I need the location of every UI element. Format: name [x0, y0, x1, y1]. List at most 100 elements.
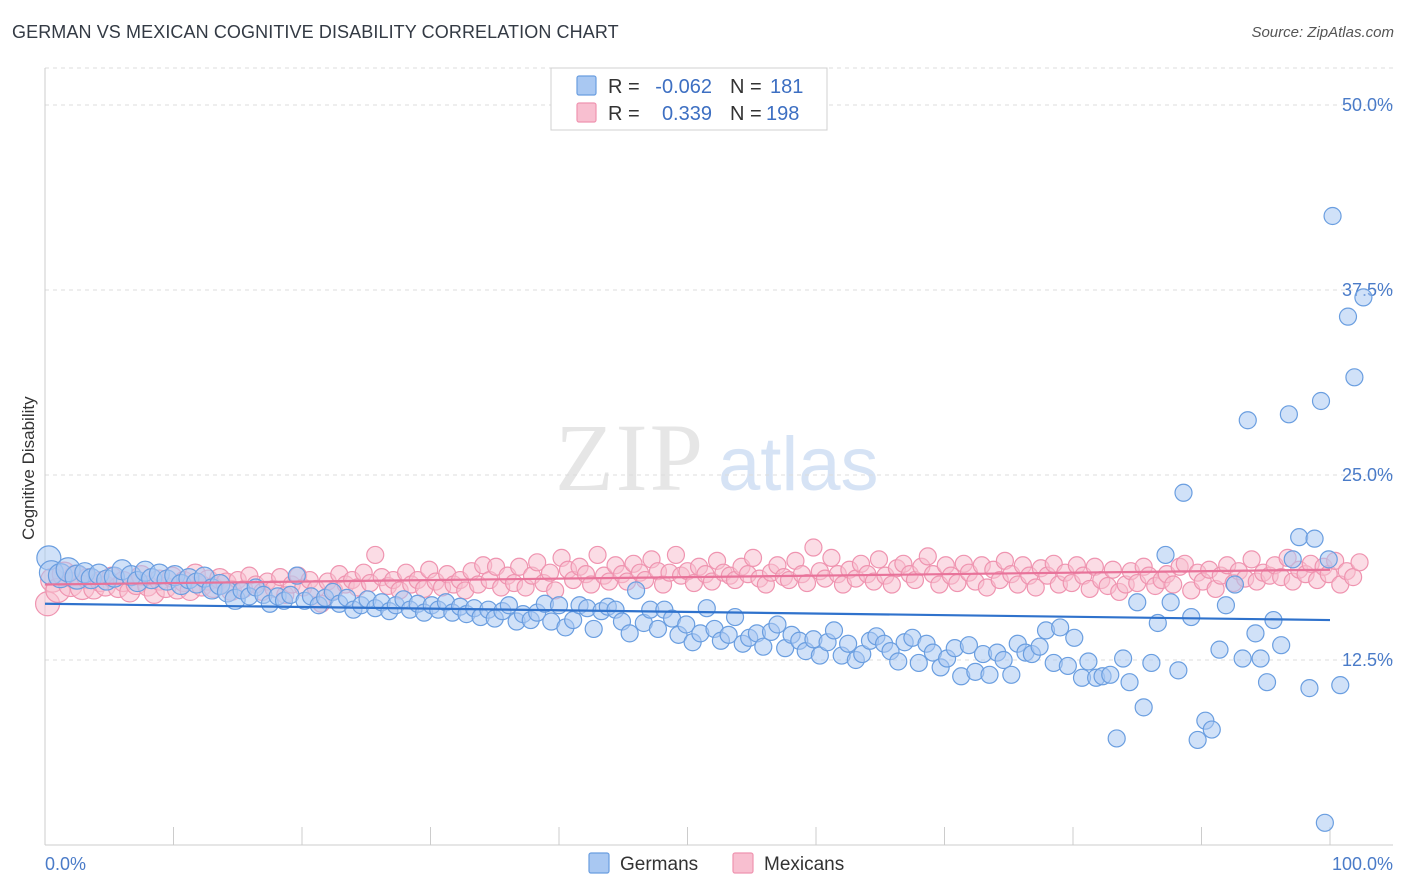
point-germans: [824, 621, 844, 640]
point-mexicans: [743, 548, 763, 567]
point-germans: [1065, 628, 1084, 647]
point-germans: [1319, 550, 1338, 569]
bottom-legend-germans-label: Germans: [620, 854, 698, 875]
bottom-legend-mexicans-label: Mexicans: [764, 854, 844, 875]
stats-legend: R = -0.062 N = 181 R = 0.339 N = 198: [550, 67, 828, 131]
point-germans: [1338, 307, 1358, 326]
point-germans: [1202, 720, 1221, 739]
point-germans: [1128, 593, 1147, 612]
point-germans: [1300, 679, 1319, 698]
point-germans: [1188, 730, 1207, 750]
point-germans: [287, 566, 306, 585]
point-germans: [1305, 529, 1324, 548]
point-germans: [1354, 288, 1373, 307]
point-germans: [719, 625, 738, 644]
point-mexicans: [588, 545, 607, 565]
point-germans: [620, 624, 639, 643]
point-germans: [1246, 624, 1265, 643]
point-germans: [1174, 483, 1193, 502]
point-germans: [697, 599, 716, 618]
point-germans: [768, 615, 787, 634]
legend-germans-r-label: R =: [608, 76, 640, 98]
point-germans: [1238, 411, 1257, 430]
point-germans: [1156, 545, 1175, 565]
point-germans: [1051, 618, 1070, 637]
point-germans: [725, 607, 745, 627]
point-germans: [1107, 729, 1126, 748]
point-germans: [1323, 206, 1342, 226]
point-germans: [994, 650, 1013, 670]
legend-mexicans-n-label: N =: [730, 103, 762, 125]
point-germans: [909, 653, 928, 673]
point-germans: [889, 652, 908, 671]
point-germans: [1345, 368, 1364, 387]
legend-mexicans-n-value: 198: [766, 103, 799, 125]
point-mexicans: [540, 563, 560, 582]
point-mexicans: [1026, 578, 1045, 597]
point-germans: [1251, 649, 1270, 668]
point-mexicans: [918, 547, 937, 566]
point-germans: [980, 665, 999, 684]
point-germans: [1079, 652, 1098, 671]
point-germans: [626, 581, 646, 600]
point-germans: [1210, 640, 1229, 659]
point-germans: [677, 615, 696, 634]
point-germans: [584, 619, 603, 639]
series-legend: Germans Mexicans: [588, 852, 844, 875]
point-germans: [959, 636, 979, 655]
legend-mexicans-r-value: 0.339: [662, 103, 712, 125]
point-germans: [1283, 550, 1302, 569]
point-germans: [1225, 575, 1245, 594]
trend-line-germans: [44, 602, 1331, 622]
legend-swatch-mexicans: [576, 102, 597, 123]
trend-line-mexicans: [44, 568, 1331, 586]
legend-swatch-germans: [576, 75, 597, 96]
point-germans: [1030, 637, 1049, 656]
x-tick-label-max: 100.0%: [1332, 854, 1393, 874]
point-germans: [1182, 607, 1201, 627]
point-germans: [1169, 661, 1188, 680]
legend-germans-r-value: -0.062: [655, 76, 712, 98]
point-mexicans: [1103, 560, 1122, 579]
point-germans: [1279, 405, 1298, 424]
point-germans: [1058, 656, 1077, 676]
point-germans: [1114, 649, 1133, 668]
watermark-atlas: atlas: [718, 422, 879, 507]
point-germans: [1134, 698, 1153, 717]
point-germans: [1002, 665, 1021, 684]
legend-germans-n-value: 181: [770, 76, 803, 98]
point-mexicans: [822, 548, 841, 567]
bottom-legend-swatch-mexicans: [732, 852, 754, 874]
point-germans: [1331, 676, 1350, 695]
point-mexicans: [797, 573, 817, 593]
point-mexicans: [804, 538, 823, 557]
point-mexicans: [882, 575, 901, 594]
point-germans: [1161, 593, 1180, 612]
point-mexicans: [528, 553, 547, 572]
point-germans: [839, 634, 858, 653]
y-tick-label: 25.0%: [1342, 465, 1393, 485]
point-germans: [1257, 673, 1277, 692]
source-label: Source: ZipAtlas.com: [1251, 24, 1394, 41]
point-mexicans: [1164, 575, 1183, 594]
point-germans: [1216, 596, 1236, 615]
watermark-zip: ZIP: [555, 404, 705, 511]
y-tick-label: 12.5%: [1342, 650, 1393, 670]
point-germans: [1290, 528, 1309, 547]
point-mexicans: [869, 550, 889, 569]
y-axis-label: Cognitive Disability: [19, 396, 38, 540]
point-mexicans: [510, 557, 529, 576]
point-germans: [1142, 653, 1161, 673]
point-mexicans: [1350, 553, 1369, 572]
point-mexicans: [666, 545, 686, 565]
point-germans: [1233, 649, 1252, 668]
point-mexicans: [366, 545, 385, 565]
point-mexicans: [1242, 550, 1261, 569]
point-germans: [1311, 391, 1331, 411]
chart-title: GERMAN VS MEXICAN COGNITIVE DISABILITY C…: [12, 22, 619, 42]
point-mexicans: [582, 575, 601, 594]
point-germans: [754, 637, 773, 656]
point-germans: [1101, 665, 1120, 684]
legend-mexicans-r-label: R =: [608, 103, 640, 125]
